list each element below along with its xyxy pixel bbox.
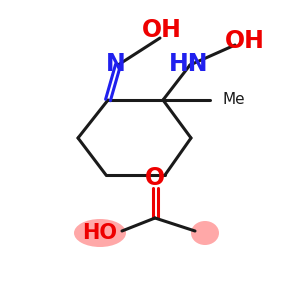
Text: O: O	[145, 166, 165, 190]
Text: Me: Me	[222, 92, 244, 107]
Ellipse shape	[74, 219, 126, 247]
Text: OH: OH	[225, 29, 265, 53]
Text: OH: OH	[142, 18, 182, 42]
Ellipse shape	[191, 221, 219, 245]
Text: HO: HO	[82, 223, 118, 243]
Text: N: N	[106, 52, 126, 76]
Text: HN: HN	[169, 52, 209, 76]
